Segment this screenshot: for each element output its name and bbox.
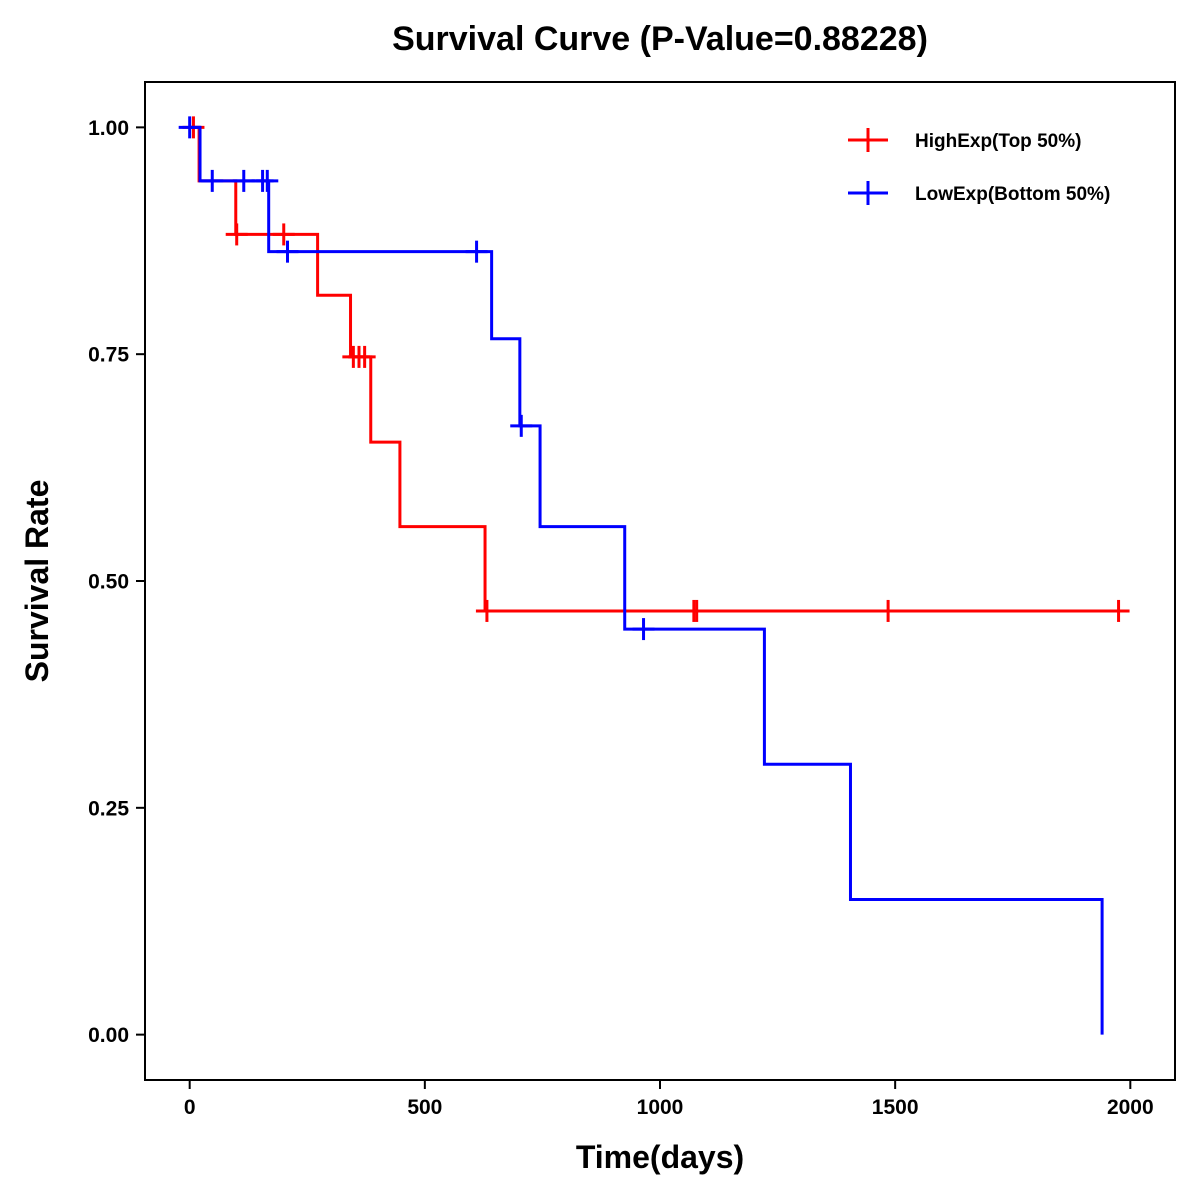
- high-exp-censor-mark: [272, 223, 295, 246]
- x-axis: 0 500 1000 1500 2000: [184, 1080, 1154, 1119]
- x-axis-title: Time(days): [576, 1139, 744, 1175]
- low-exp-censor-mark: [256, 169, 279, 192]
- low-exp-censor-mark: [510, 414, 533, 437]
- low-exp-censor-mark: [232, 169, 255, 192]
- high-exp-censor-mark: [225, 223, 248, 246]
- y-tick-label: 0.00: [88, 1024, 129, 1047]
- y-tick-label: 0.25: [88, 797, 129, 820]
- x-tick-label: 2000: [1107, 1096, 1154, 1119]
- low-exp-censor-mark: [276, 240, 299, 263]
- series-layer: [178, 116, 1130, 1035]
- y-tick-label: 1.00: [88, 117, 129, 140]
- low-exp-censor-mark: [201, 169, 224, 192]
- x-tick-label: 500: [407, 1096, 442, 1119]
- chart-title: Survival Curve (P-Value=0.88228): [392, 20, 928, 58]
- high-exp-legend-label: HighExp(Top 50%): [915, 131, 1081, 152]
- high-exp-censor-mark: [475, 599, 498, 622]
- y-tick-label: 0.50: [88, 571, 129, 594]
- low-exp-censor-mark: [178, 116, 201, 139]
- y-axis-title: Survival Rate: [19, 480, 55, 683]
- high-exp-censor-mark: [877, 599, 900, 622]
- x-tick-label: 1500: [872, 1096, 919, 1119]
- y-axis: 0.00 0.25 0.50 0.75 1.00: [88, 117, 145, 1047]
- low-exp-censor-mark: [465, 240, 488, 263]
- legend: HighExp(Top 50%) LowExp(Bottom 50%): [848, 128, 1110, 205]
- legend-item-high-exp: HighExp(Top 50%): [848, 128, 1081, 152]
- legend-item-low-exp: LowExp(Bottom 50%): [848, 181, 1110, 205]
- low-exp-censor-mark: [632, 618, 655, 641]
- x-tick-label: 0: [184, 1096, 196, 1119]
- high-exp-censor-mark: [685, 599, 708, 622]
- high-exp-censor-mark: [1107, 599, 1130, 622]
- y-tick-label: 0.75: [88, 344, 129, 367]
- x-tick-label: 1000: [637, 1096, 684, 1119]
- high-exp-censor-mark: [353, 345, 376, 368]
- low-exp-legend-label: LowExp(Bottom 50%): [915, 184, 1110, 205]
